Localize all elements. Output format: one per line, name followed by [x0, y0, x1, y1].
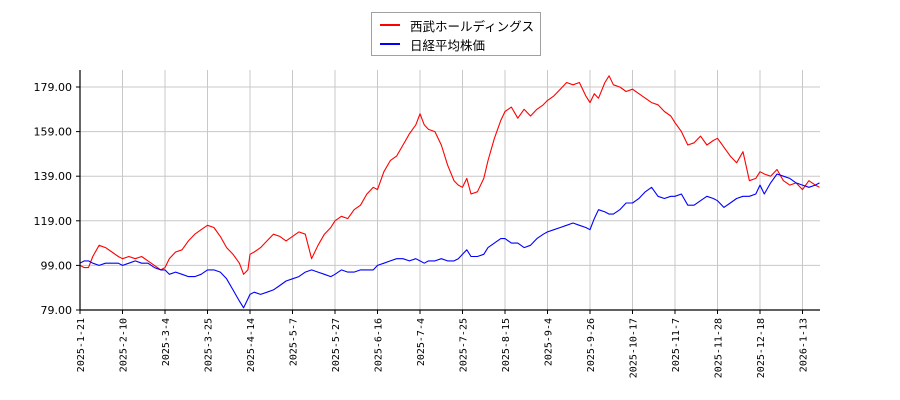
x-tick-label: 2025-3-4	[161, 318, 172, 366]
y-tick-label: 179.00	[34, 81, 73, 94]
legend-label: 日経平均株価	[410, 37, 486, 53]
y-tick-label: 139.00	[34, 170, 73, 183]
x-tick-label: 2025-7-4	[416, 318, 427, 366]
x-tick-label: 2025-10-17	[629, 318, 640, 378]
y-tick-label: 99.00	[41, 259, 73, 272]
axes	[79, 70, 820, 311]
y-tick-label: 119.00	[34, 215, 73, 228]
x-tick-label: 2025-12-18	[756, 318, 767, 378]
legend-swatch-red-icon	[380, 24, 400, 26]
x-tick-label: 2025-11-7	[671, 318, 682, 372]
grid-lines	[80, 70, 820, 310]
x-tick-label: 2025-6-16	[374, 318, 385, 372]
x-tick-label: 2025-9-26	[586, 318, 597, 372]
legend-item-seibu: 西武ホールディングス	[380, 16, 534, 34]
x-tick-label: 2025-11-28	[714, 318, 725, 378]
x-tick-label: 2025-7-25	[459, 318, 470, 372]
x-tick-label: 2025-5-27	[331, 318, 342, 372]
legend-item-nikkei: 日経平均株価	[380, 35, 485, 53]
legend-label: 西武ホールディングス	[410, 18, 535, 34]
x-axis-ticks: 2025-1-21 2025-2-10 2025-3-4 2025-3-25 2025-…	[76, 310, 810, 378]
x-tick-label: 2025-3-25	[204, 318, 215, 372]
x-tick-label: 2025-5-7	[289, 318, 300, 366]
x-tick-label: 2025-8-15	[501, 318, 512, 372]
series-lines	[79, 75, 820, 309]
y-axis-ticks: 79.00 99.00 119.00 139.00 159.00 179.00	[34, 81, 80, 317]
x-tick-label: 2025-1-21	[76, 318, 87, 372]
legend-swatch-blue-icon	[380, 43, 400, 45]
x-tick-label: 2025-2-10	[119, 318, 130, 372]
series-line-seibu	[79, 75, 820, 275]
x-tick-label: 2025-9-4	[544, 318, 555, 366]
legend: 西武ホールディングス 日経平均株価	[371, 12, 541, 56]
series-line-nikkei	[79, 173, 820, 309]
x-tick-label: 2025-4-14	[246, 318, 257, 372]
y-tick-label: 159.00	[34, 126, 73, 139]
x-tick-label: 2026-1-13	[799, 318, 810, 372]
y-tick-label: 79.00	[41, 304, 73, 317]
